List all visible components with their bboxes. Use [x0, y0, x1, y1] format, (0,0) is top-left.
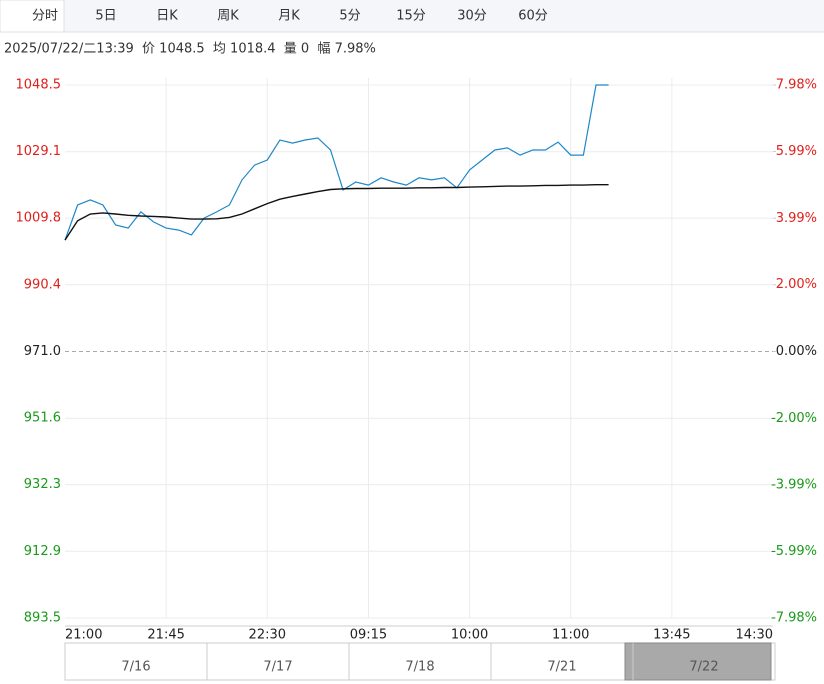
tab[interactable]: 月K	[278, 9, 300, 24]
tab[interactable]: 分时	[32, 9, 58, 24]
navigator-label[interactable]: 7/21	[547, 660, 576, 675]
info-line: 2025/07/22/二13:39 价 1048.5 均 1018.4 量 0 …	[4, 42, 376, 57]
x-tick-label: 21:45	[147, 628, 184, 643]
navigator-label[interactable]: 7/18	[405, 660, 434, 675]
y-tick-label: 971.0	[24, 344, 61, 359]
navigator-label[interactable]: 7/17	[263, 660, 292, 675]
y-tick-label: 912.9	[24, 544, 61, 559]
tab[interactable]: 30分	[457, 9, 487, 24]
x-tick-label: 14:30	[736, 628, 773, 643]
y-tick-label: 1048.5	[16, 78, 62, 93]
tab[interactable]: 日K	[156, 9, 178, 24]
x-tick-label: 09:15	[350, 628, 387, 643]
y-tick-label: 990.4	[24, 277, 61, 292]
x-tick-label: 22:30	[249, 628, 286, 643]
y-tick-label: 1029.1	[16, 144, 62, 159]
y2-tick-label: -7.98%	[771, 611, 817, 626]
y2-tick-label: 3.99%	[776, 211, 817, 226]
navigator-label[interactable]: 7/16	[121, 660, 150, 675]
navigator-window[interactable]	[624, 642, 772, 681]
tab-selected[interactable]	[0, 0, 65, 33]
navigator-label[interactable]: 7/22	[689, 660, 718, 675]
y2-tick-label: 2.00%	[776, 277, 817, 292]
tab[interactable]: 15分	[396, 9, 426, 24]
tab[interactable]: 5日	[95, 9, 116, 24]
tab[interactable]: 周K	[217, 9, 239, 24]
y2-tick-label: -5.99%	[771, 544, 817, 559]
y2-tick-label: 7.98%	[776, 78, 817, 93]
x-tick-label: 21:00	[65, 628, 102, 643]
y-tick-label: 1009.8	[16, 211, 62, 226]
price-line	[64, 84, 609, 241]
price-line	[64, 184, 609, 241]
x-tick-label: 13:45	[653, 628, 690, 643]
tab-bar	[0, 0, 824, 32]
y2-tick-label: 0.00%	[776, 344, 817, 359]
tab[interactable]: 5分	[339, 9, 360, 24]
tab[interactable]: 60分	[518, 9, 548, 24]
y2-tick-label: -3.99%	[771, 477, 817, 492]
x-tick-label: 10:00	[451, 628, 488, 643]
y-tick-label: 951.6	[24, 411, 61, 426]
y-tick-label: 932.3	[24, 477, 61, 492]
y2-tick-label: -2.00%	[771, 411, 817, 426]
x-tick-label: 11:00	[552, 628, 589, 643]
y2-tick-label: 5.99%	[776, 144, 817, 159]
y-tick-label: 893.5	[24, 611, 61, 626]
